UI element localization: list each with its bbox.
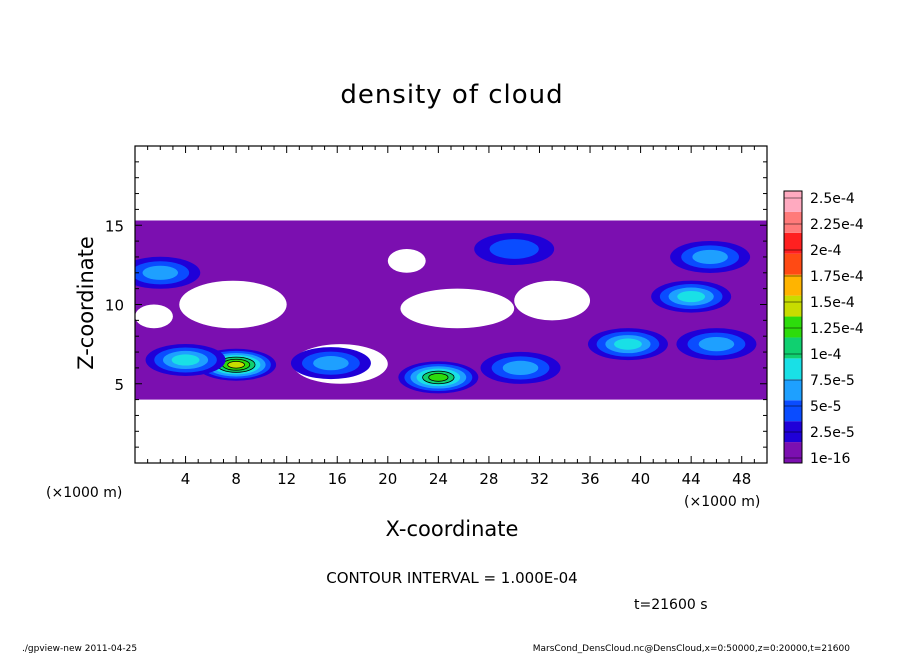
clear-region [514, 280, 591, 321]
colorbar-swatch [784, 191, 802, 212]
colorbar-label: 2.5e-4 [810, 191, 855, 207]
chart-title: density of cloud [340, 80, 563, 110]
density-contour [171, 354, 200, 366]
colorbar-swatch [784, 295, 802, 317]
footer-left: ./gpview-new 2011-04-25 [22, 644, 137, 654]
contour-interval-text: CONTOUR INTERVAL = 1.000E-04 [326, 569, 577, 587]
cloud-field [135, 220, 767, 400]
density-contour [502, 360, 539, 376]
density-contour [489, 239, 539, 259]
y-tick-label: 5 [114, 376, 124, 394]
x-tick-label: 8 [231, 470, 241, 488]
density-contour [614, 338, 642, 350]
density-contour [313, 356, 349, 371]
density-contour [692, 249, 728, 265]
colorbar-swatch [784, 211, 802, 233]
x-unit-label-right: (×1000 m) [684, 494, 760, 510]
colorbar-label: 2.25e-4 [810, 217, 864, 233]
colorbar-label: 1.25e-4 [810, 321, 864, 337]
colorbar-label: 5e-5 [810, 399, 841, 415]
x-tick-label: 48 [732, 470, 751, 488]
clear-region [179, 280, 287, 329]
clear-region [135, 304, 173, 329]
x-tick-label: 44 [682, 470, 701, 488]
clear-region [387, 249, 426, 273]
clear-region [400, 288, 515, 329]
colorbar-swatch [784, 442, 802, 463]
y-axis: 5 10 15 [105, 161, 767, 448]
colorbar-label: 1.5e-4 [810, 295, 855, 311]
colorbar-label: 1.75e-4 [810, 269, 864, 285]
colorbar-label: 1e-4 [810, 347, 842, 363]
x-axis: 4 8 12 16 20 24 28 32 36 40 44 48 [147, 146, 755, 488]
x-tick-label: 40 [631, 470, 650, 488]
density-contour [142, 265, 179, 280]
colorbar-swatch [784, 232, 802, 254]
density-contour [227, 360, 245, 369]
colorbar-swatch [784, 337, 802, 359]
colorbar-label: 2.5e-5 [810, 425, 855, 441]
y-tick-label: 10 [105, 297, 124, 315]
footer-right: MarsCond_DensCloud.nc@DensCloud,x=0:5000… [533, 644, 850, 654]
y-axis-title: Z-coordinate [74, 236, 98, 370]
plot-area [134, 145, 768, 464]
colorbar-swatch [784, 316, 802, 338]
density-contour [698, 337, 735, 352]
colorbar-swatch [784, 253, 802, 275]
time-label: t=21600 s [634, 597, 708, 613]
colorbar-label: 2e-4 [810, 243, 842, 259]
colorbar-swatch [784, 421, 802, 443]
x-tick-label: 24 [429, 470, 448, 488]
x-axis-title: X-coordinate [386, 517, 519, 541]
x-tick-label: 12 [277, 470, 296, 488]
colorbar-label: 7.5e-5 [810, 373, 855, 389]
x-tick-label: 20 [378, 470, 397, 488]
y-tick-label: 15 [105, 217, 124, 235]
colorbar-label: 1e-16 [810, 451, 850, 467]
colorbar-swatch [784, 379, 802, 401]
colorbar-swatch [784, 274, 802, 296]
density-contour [428, 373, 449, 382]
x-tick-label: 16 [328, 470, 347, 488]
x-tick-label: 32 [530, 470, 549, 488]
density-contour [677, 291, 706, 303]
x-tick-label: 4 [181, 470, 191, 488]
x-tick-label: 28 [479, 470, 498, 488]
colorbar: 1e-16 2.5e-5 5e-5 7.5e-5 1e-4 1.25e-4 1.5e-4 1.… [783, 190, 864, 467]
x-unit-label-left: (×1000 m) [46, 485, 122, 501]
colorbar-frame [783, 190, 803, 464]
colorbar-swatch [784, 400, 802, 422]
colorbar-swatch [784, 358, 802, 380]
x-tick-label: 36 [580, 470, 599, 488]
